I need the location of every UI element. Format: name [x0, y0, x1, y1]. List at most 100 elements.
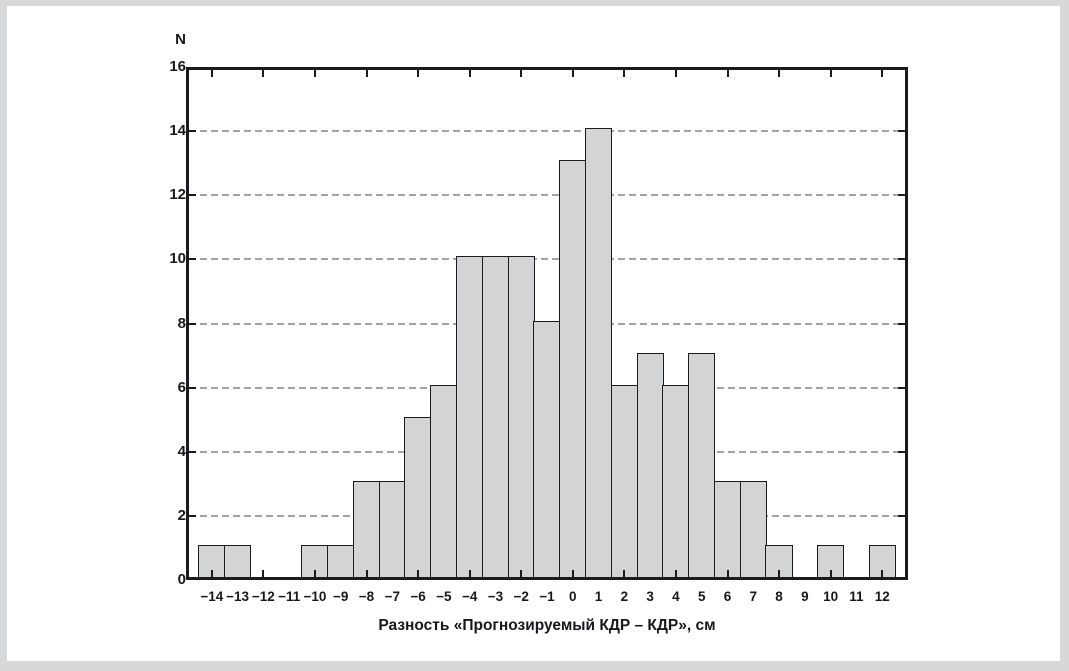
x-tick-mark	[674, 70, 677, 77]
y-tick-mark	[898, 130, 905, 133]
bar	[713, 480, 742, 577]
bar	[610, 384, 638, 577]
y-tick-label: 12	[169, 186, 186, 204]
x-tick-label: −5	[436, 589, 452, 604]
x-tick-mark	[210, 570, 213, 577]
x-tick-mark	[778, 70, 781, 77]
y-tick-label: 6	[177, 378, 186, 396]
x-tick-mark	[571, 70, 574, 77]
y-tick-label: 14	[169, 122, 186, 140]
x-axis-title: Разность «Прогнозируемый КДР – КДР», см	[378, 617, 716, 634]
x-tick-mark	[674, 570, 677, 577]
x-tick-mark	[881, 70, 884, 77]
x-tick-mark	[520, 570, 523, 577]
x-tick-mark	[829, 70, 832, 77]
bar	[559, 160, 587, 577]
bar	[584, 128, 613, 577]
x-tick-label: 4	[672, 589, 680, 604]
bar	[662, 384, 690, 577]
x-tick-label: −10	[303, 589, 327, 604]
x-tick-label: 12	[874, 589, 890, 604]
bar	[223, 544, 252, 577]
plot-area	[186, 67, 908, 580]
x-tick-mark	[571, 570, 574, 577]
x-tick-mark	[468, 70, 471, 77]
x-tick-mark	[623, 70, 626, 77]
x-tick-label: −6	[410, 589, 426, 604]
y-tick-mark	[189, 258, 196, 261]
y-tick-label: 8	[177, 314, 186, 332]
y-tick-mark	[898, 258, 905, 261]
x-tick-label: −8	[358, 589, 375, 604]
bar	[636, 352, 664, 577]
x-tick-label: 0	[569, 589, 577, 604]
bar	[688, 352, 716, 577]
x-tick-label: 1	[594, 589, 603, 604]
bar	[430, 384, 458, 577]
x-tick-label: −7	[384, 589, 400, 604]
x-tick-mark	[468, 570, 471, 577]
x-tick-mark	[726, 70, 729, 77]
x-tick-mark	[262, 570, 265, 577]
x-tick-mark	[881, 570, 884, 577]
x-tick-mark	[829, 570, 832, 577]
x-tick-label: 2	[620, 589, 629, 604]
y-tick-mark	[898, 514, 905, 517]
x-tick-mark	[365, 570, 368, 577]
x-tick-label: 6	[723, 589, 732, 604]
y-tick-mark	[189, 322, 196, 325]
x-tick-mark	[313, 570, 316, 577]
grid-line	[189, 258, 905, 261]
x-tick-label: −13	[226, 589, 250, 604]
y-tick-label: 4	[177, 442, 186, 460]
x-tick-mark	[417, 70, 420, 77]
bar	[456, 256, 484, 577]
x-tick-label: 10	[823, 589, 839, 604]
y-tick-label: 2	[177, 506, 186, 524]
y-axis-title: N	[175, 31, 186, 48]
x-tick-label: −2	[513, 589, 529, 604]
x-tick-label: 5	[697, 589, 706, 604]
bar	[378, 480, 406, 577]
x-tick-label: −9	[333, 589, 349, 604]
x-tick-label: 11	[849, 589, 864, 604]
x-tick-mark	[623, 570, 626, 577]
y-tick-label: 10	[169, 250, 186, 268]
bar	[352, 480, 381, 577]
y-tick-mark	[898, 450, 905, 453]
x-tick-mark	[520, 70, 523, 77]
grid-line	[189, 194, 905, 197]
y-tick-mark	[898, 322, 905, 325]
bar	[327, 544, 355, 577]
y-tick-label: 0	[177, 571, 186, 588]
y-tick-mark	[189, 194, 196, 197]
x-tick-mark	[210, 70, 213, 77]
x-tick-mark	[365, 70, 368, 77]
x-tick-label: −11	[278, 589, 301, 604]
bar	[739, 480, 767, 577]
x-tick-label: 7	[749, 589, 758, 604]
x-tick-mark	[262, 70, 265, 77]
x-tick-label: −14	[200, 589, 224, 604]
y-tick-mark	[898, 386, 905, 389]
x-tick-mark	[313, 70, 316, 77]
x-tick-label: 9	[801, 589, 809, 604]
x-tick-mark	[417, 570, 420, 577]
x-tick-label: −3	[487, 589, 504, 604]
bar	[533, 320, 561, 577]
bar	[481, 256, 510, 577]
y-tick-mark	[189, 514, 196, 517]
y-tick-label: 16	[169, 58, 186, 75]
bar	[507, 256, 535, 577]
x-tick-label: 3	[646, 589, 654, 604]
x-tick-label: −4	[461, 589, 478, 604]
grid-line	[189, 130, 905, 133]
bar	[404, 416, 432, 577]
x-tick-mark	[726, 570, 729, 577]
x-tick-label: −1	[539, 589, 555, 604]
y-tick-mark	[189, 386, 196, 389]
x-tick-mark	[778, 570, 781, 577]
x-tick-label: −12	[251, 589, 275, 604]
y-tick-mark	[898, 194, 905, 197]
